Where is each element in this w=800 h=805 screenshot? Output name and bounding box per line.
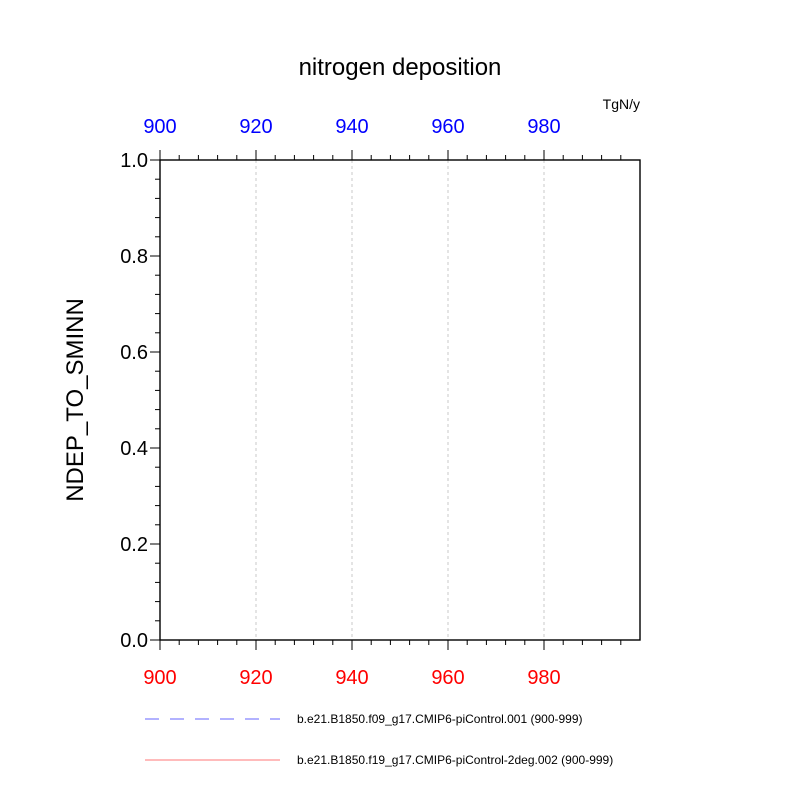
y-tick-label: 0.0	[120, 630, 148, 652]
x-tick-label-top: 960	[431, 116, 464, 138]
x-tick-label-bottom: 940	[335, 667, 368, 689]
y-axis-label: NDEP_TO_SMINN	[62, 298, 89, 502]
legend-label: b.e21.B1850.f19_g17.CMIP6-piControl-2deg…	[297, 753, 613, 767]
y-tick-label: 1.0	[120, 150, 148, 172]
y-tick-label: 0.4	[120, 438, 148, 460]
chart-title: nitrogen deposition	[299, 54, 502, 81]
x-tick-label-top: 940	[335, 116, 368, 138]
units-label: TgN/y	[603, 96, 640, 112]
x-tick-label-bottom: 980	[527, 667, 560, 689]
axes: 900 900 920 920 940 940 960 960 980 980 0.0 0.2 0.4 0…	[120, 116, 622, 689]
y-tick-label: 0.8	[120, 246, 148, 268]
grid	[255, 160, 545, 640]
x-tick-label-bottom: 960	[431, 667, 464, 689]
legend-label: b.e21.B1850.f09_g17.CMIP6-piControl.001 …	[297, 712, 583, 726]
plot-frame	[159, 159, 641, 641]
x-tick-label-bottom: 900	[143, 667, 176, 689]
y-tick-label: 0.2	[120, 534, 148, 556]
x-tick-label-top: 980	[527, 116, 560, 138]
x-tick-label-top: 920	[239, 116, 272, 138]
x-tick-label-bottom: 920	[239, 667, 272, 689]
x-tick-label-top: 900	[143, 116, 176, 138]
y-tick-label: 0.6	[120, 342, 148, 364]
legend: b.e21.B1850.f09_g17.CMIP6-piControl.001 …	[145, 712, 613, 767]
